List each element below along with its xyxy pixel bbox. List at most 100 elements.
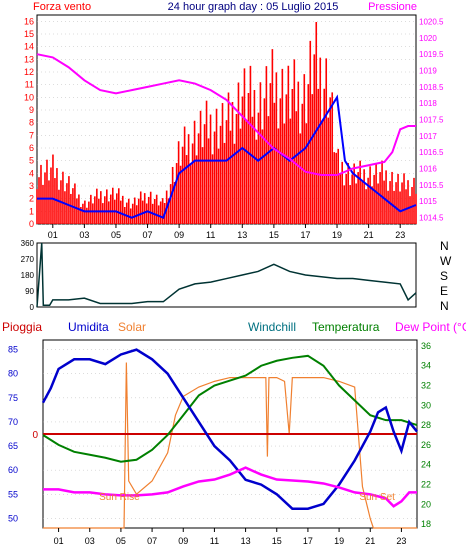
wind-x-tick-label: 23	[395, 230, 405, 240]
wind-tick-label: 16	[24, 16, 34, 26]
sun-annotations: Sun Rise Sun Set	[99, 492, 395, 503]
direction-tick-label: 0	[30, 303, 35, 312]
lower-x-tick-label: 07	[147, 536, 157, 546]
sunrise-annotation: Sun Rise	[99, 492, 140, 503]
legend-label: Umidita	[68, 320, 109, 334]
humidity-tick-label: 55	[8, 489, 18, 499]
wind-x-tick-label: 13	[237, 230, 247, 240]
temperature-tick-label: 36	[421, 341, 431, 351]
wind-direction-plot-area	[36, 242, 417, 308]
lower-chart-legend: Pioggia Umidita Solar Windchill Temperatura D…	[2, 320, 466, 334]
lower-x-tick-label: 21	[365, 536, 375, 546]
pressure-y-axis: 1014.5 1015 1015.5 1016 1016.5 1017 1017.5 1018…	[419, 18, 444, 223]
temperature-line	[42, 354, 418, 463]
humidity-tick-label: 50	[8, 513, 18, 523]
pressure-tick-label: 1015	[419, 197, 437, 206]
direction-tick-label: 270	[21, 255, 35, 264]
compass-label: N	[440, 299, 449, 313]
wind-force-label: Forza vento	[33, 1, 91, 13]
wind-direction-line	[36, 242, 417, 308]
wind-x-tick-label: 03	[79, 230, 89, 240]
humidity-y-axis: 50 55 60 65 70 75 80 85	[8, 345, 18, 524]
lower-x-tick-label: 05	[116, 536, 126, 546]
pressure-tick-label: 1018	[419, 99, 437, 108]
wind-tick-label: 14	[24, 42, 34, 52]
temperature-tick-label: 34	[421, 361, 431, 371]
pressure-line	[36, 53, 416, 177]
pressure-tick-label: 1019	[419, 67, 437, 76]
temperature-tick-label: 24	[421, 460, 431, 470]
wind-tick-label: 9	[29, 105, 34, 115]
lower-x-tick-label: 17	[303, 536, 313, 546]
wind-x-tick-label: 17	[300, 230, 310, 240]
wind-tick-label: 1	[29, 206, 34, 216]
wind-tick-label: 3	[29, 181, 34, 191]
wind-tick-label: 2	[29, 194, 34, 204]
pressure-tick-label: 1020.5	[419, 18, 444, 27]
direction-y-axis: 0 90 180 270 360	[21, 239, 35, 312]
temperature-tick-label: 22	[421, 479, 431, 489]
wind-tick-label: 0	[29, 219, 34, 229]
temperature-tick-label: 26	[421, 440, 431, 450]
pressure-tick-label: 1018.5	[419, 83, 444, 92]
temperature-tick-label: 30	[421, 400, 431, 410]
wind-x-tick-label: 15	[269, 230, 279, 240]
legend-label: Windchill	[248, 320, 296, 334]
wind-tick-label: 13	[24, 54, 34, 64]
legend-label: Temperatura	[312, 320, 380, 334]
pressure-tick-label: 1017.5	[419, 116, 444, 125]
lower-x-tick-label: 15	[272, 536, 282, 546]
lower-x-tick-label: 19	[334, 536, 344, 546]
chart-title: 24 hour graph day : 05 Luglio 2015	[168, 1, 339, 13]
wind-x-tick-label: 11	[206, 230, 215, 240]
pressure-tick-label: 1017	[419, 132, 437, 141]
temperature-tick-label: 32	[421, 381, 431, 391]
pressure-tick-label: 1019.5	[419, 50, 444, 59]
lower-x-axis: 01 03 05 07 09 11 13 15 17 19 21 23	[54, 528, 406, 546]
humidity-tick-label: 75	[8, 393, 18, 403]
humidity-tick-label: 60	[8, 465, 18, 475]
wind-x-tick-label: 05	[111, 230, 121, 240]
legend-label: Pioggia	[2, 320, 42, 334]
rain-tick-label: 0	[32, 430, 38, 441]
humidity-tick-label: 80	[8, 369, 18, 379]
sunset-annotation: Sun Set	[359, 492, 395, 503]
wind-x-tick-label: 01	[48, 230, 58, 240]
wind-x-tick-label: 07	[143, 230, 153, 240]
direction-tick-label: 180	[21, 271, 35, 280]
wind-tick-label: 5	[29, 156, 34, 166]
lower-x-tick-label: 11	[210, 536, 219, 546]
temperature-tick-label: 18	[421, 519, 431, 529]
temperature-tick-label: 28	[421, 420, 431, 430]
humidity-line	[41, 348, 418, 510]
wind-tick-label: 12	[24, 67, 34, 77]
lower-x-tick-label: 03	[85, 536, 95, 546]
wind-x-axis: 01 03 05 07 09 11 13 15 17 19 21 23	[48, 224, 405, 240]
compass-label: N	[440, 239, 449, 253]
pressure-tick-label: 1016	[419, 164, 437, 173]
wind-tick-label: 10	[24, 92, 34, 102]
solar-line	[43, 362, 417, 529]
direction-tick-label: 90	[25, 287, 34, 296]
compass-label: S	[440, 269, 448, 283]
legend-label: Solar	[118, 320, 146, 334]
humidity-tick-label: 70	[8, 417, 18, 427]
direction-tick-label: 360	[21, 239, 35, 248]
temperature-y-axis: 18 20 22 24 26 28 30 32 34 36	[421, 341, 431, 529]
lower-x-tick-label: 13	[241, 536, 251, 546]
lower-x-tick-label: 01	[54, 536, 64, 546]
humidity-tick-label: 65	[8, 441, 18, 451]
pressure-label: Pressione	[368, 1, 417, 13]
pressure-tick-label: 1016.5	[419, 148, 444, 157]
pressure-tick-label: 1014.5	[419, 213, 444, 222]
wind-tick-label: 11	[25, 80, 34, 90]
dew-point-line	[43, 466, 417, 508]
wind-tick-label: 4	[29, 168, 34, 178]
humidity-tick-label: 85	[8, 345, 18, 355]
wind-tick-label: 6	[29, 143, 34, 153]
wind-x-tick-label: 21	[364, 230, 374, 240]
lower-x-tick-label: 09	[178, 536, 188, 546]
